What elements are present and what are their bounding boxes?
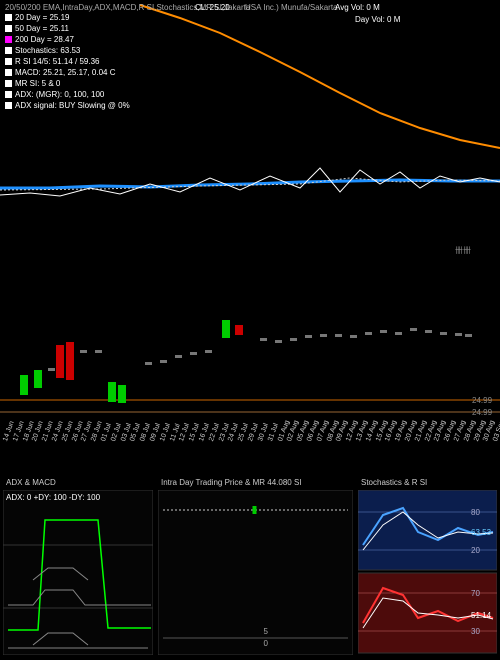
date-axis: 14 Jun17 Jun18 Jun20 Jun21 Jun24 Jun25 J… [0,440,500,480]
adx-values: ADX: 0 +DY: 100 -DY: 100 [6,493,100,502]
stochastics-panel: 80 63.53 20 70 51.14 30 [358,490,497,655]
indicator-row: ADX: (MGR): 0, 100, 100 [5,90,104,99]
day-vol: Day Vol: 0 M [355,15,400,24]
panel1-title: ADX & MACD [6,478,56,487]
svg-text:24.99: 24.99 [472,408,493,417]
close-price: CL: 25.20 [195,3,230,12]
avg-vol: Avg Vol: 0 M [335,3,380,12]
adx-macd-panel [3,490,153,655]
indicator-row: R SI 14/5: 51.14 / 59.36 [5,57,100,66]
indicator-row: Stochastics: 63.53 [5,46,80,55]
svg-text:20: 20 [471,546,480,555]
svg-text:51.14: 51.14 [471,611,492,620]
svg-text:70: 70 [471,589,480,598]
hash-marks: 卌卌 [455,245,471,256]
svg-text:63.53: 63.53 [471,528,492,537]
indicator-row: 50 Day = 25.11 [5,24,69,33]
intraday-panel: 50 [158,490,353,655]
svg-text:0: 0 [264,639,269,648]
indicator-row: MACD: 25.21, 25.17, 0.04 C [5,68,116,77]
indicator-row: MR SI: 5 & 0 [5,79,60,88]
svg-text:24.99: 24.99 [472,396,493,405]
indicator-row: 20 Day = 25.19 [5,13,69,22]
panel2-title: Intra Day Trading Price & MR 44.080 SI [161,478,302,487]
svg-text:30: 30 [471,627,480,636]
svg-text:80: 80 [471,508,480,517]
top-chart [0,0,500,250]
candle-chart: 24.99 24.99 [0,290,500,440]
header-line1-right: USA Inc.) Munufa/Sakarta [245,3,338,12]
indicator-row: ADX signal: BUY Slowing @ 0% [5,101,130,110]
panel3-title: Stochastics & R SI [361,478,427,487]
indicator-row: 200 Day = 28.47 [5,35,74,44]
svg-text:5: 5 [264,627,269,636]
